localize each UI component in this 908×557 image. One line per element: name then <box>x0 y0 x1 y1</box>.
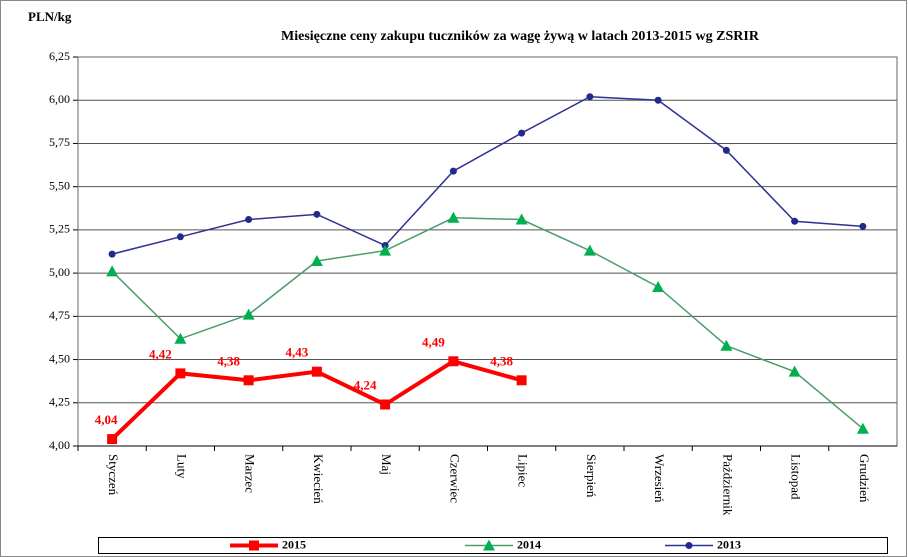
y-tick-label: 5,75 <box>49 135 70 149</box>
marker <box>379 244 392 256</box>
marker <box>245 216 253 224</box>
data-label: 4,24 <box>354 377 377 392</box>
marker <box>449 167 457 175</box>
marker <box>856 422 869 434</box>
data-label: 4,42 <box>149 346 172 361</box>
marker <box>106 265 119 277</box>
marker <box>243 375 254 386</box>
x-tick-label: Styczeń <box>106 454 121 496</box>
y-tick-label: 4,00 <box>49 438 70 452</box>
x-tick-label: Kwiecień <box>311 454 326 504</box>
marker <box>685 542 693 549</box>
marker <box>720 339 733 351</box>
marker <box>447 211 460 223</box>
marker <box>515 213 528 225</box>
y-tick-label: 4,75 <box>49 308 70 322</box>
data-label: 4,04 <box>95 412 118 427</box>
marker <box>586 93 594 101</box>
series: 4,04 4,42 4,38 4,43 4,24 4,49 4,38 <box>95 334 527 445</box>
x-tick-label: Maj <box>379 454 394 475</box>
y-axis-label: PLN/kg <box>28 9 72 24</box>
data-label: 4,38 <box>217 353 240 368</box>
legend-label: 2014 <box>517 537 541 551</box>
x-tick-label: Sierpień <box>584 454 599 498</box>
x-tick-label: Lipiec <box>516 454 531 487</box>
legend-label: 2015 <box>282 537 306 551</box>
marker <box>483 539 495 551</box>
y-tick-label: 5,25 <box>49 222 70 236</box>
x-tick-label: Czerwiec <box>447 454 462 503</box>
marker <box>313 210 321 218</box>
x-tick-label: Wrzesień <box>652 454 667 503</box>
series-line <box>111 217 864 430</box>
series <box>108 93 867 258</box>
marker <box>788 365 801 377</box>
y-tick-label: 5,50 <box>49 178 70 192</box>
x-tick-label: Marzec <box>243 454 258 493</box>
y-tick-label: 4,50 <box>49 351 70 365</box>
x-tick-label: Październik <box>720 454 735 516</box>
marker <box>242 308 255 320</box>
marker <box>174 332 187 344</box>
marker <box>249 540 259 551</box>
data-label: 4,49 <box>422 334 445 349</box>
marker <box>310 255 323 267</box>
data-label: 4,43 <box>286 345 309 360</box>
marker <box>652 280 665 292</box>
marker <box>859 222 867 230</box>
marker <box>654 96 662 104</box>
marker <box>108 250 116 258</box>
marker <box>380 399 391 410</box>
marker <box>448 356 459 367</box>
x-tick-label: Grudzień <box>857 454 872 503</box>
marker <box>175 368 186 379</box>
y-tick-label: 6,25 <box>49 49 70 63</box>
y-tick-label: 6,00 <box>49 92 70 106</box>
legend-label: 2013 <box>717 537 741 551</box>
x-tick-label: Listopad <box>789 454 804 500</box>
chart-title: Miesięczne ceny zakupu tuczników za wagę… <box>281 29 760 44</box>
series <box>106 211 869 434</box>
marker <box>583 244 596 256</box>
y-tick-label: 4,25 <box>49 395 70 409</box>
marker <box>107 434 118 445</box>
marker <box>176 233 184 241</box>
y-tick-label: 5,00 <box>49 265 70 279</box>
marker <box>516 375 527 386</box>
marker <box>518 129 526 137</box>
marker <box>311 366 322 377</box>
marker <box>722 146 730 154</box>
x-tick-label: Luty <box>174 454 189 479</box>
marker <box>791 217 799 225</box>
series-line <box>111 96 863 255</box>
data-label: 4,38 <box>490 353 513 368</box>
